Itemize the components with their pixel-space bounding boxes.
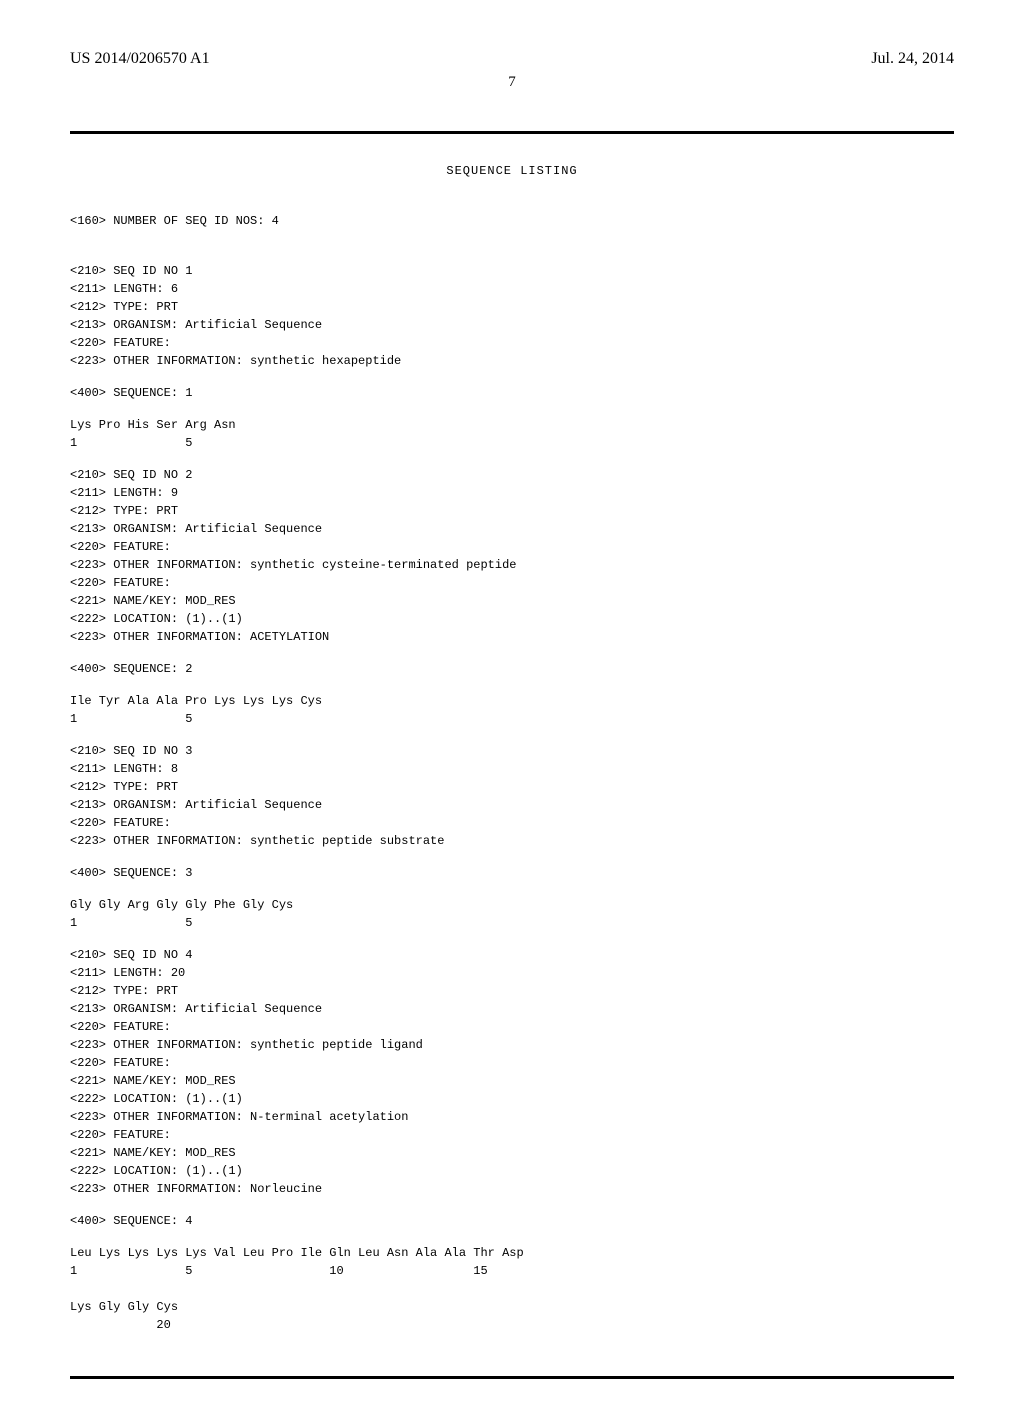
seq-meta-block: <210> SEQ ID NO 1 <211> LENGTH: 6 <212> …: [70, 262, 954, 370]
page-header: US 2014/0206570 A1 Jul. 24, 2014: [70, 50, 954, 68]
seq-label: <400> SEQUENCE: 1: [70, 384, 954, 402]
sequences-container: <210> SEQ ID NO 1 <211> LENGTH: 6 <212> …: [70, 262, 954, 1334]
number-of-seq: <160> NUMBER OF SEQ ID NOS: 4: [70, 212, 954, 230]
seq-residues: Leu Lys Lys Lys Lys Val Leu Pro Ile Gln …: [70, 1244, 954, 1334]
seq-label: <400> SEQUENCE: 2: [70, 660, 954, 678]
seq-label: <400> SEQUENCE: 3: [70, 864, 954, 882]
seq-meta-block: <210> SEQ ID NO 2 <211> LENGTH: 9 <212> …: [70, 466, 954, 646]
seq-label: <400> SEQUENCE: 4: [70, 1212, 954, 1230]
seq-residues: Lys Pro His Ser Arg Asn 1 5: [70, 416, 954, 452]
sequence-listing-box: SEQUENCE LISTING <160> NUMBER OF SEQ ID …: [70, 131, 954, 1379]
publication-number: US 2014/0206570 A1: [70, 50, 210, 68]
seq-meta-block: <210> SEQ ID NO 3 <211> LENGTH: 8 <212> …: [70, 742, 954, 850]
publication-date: Jul. 24, 2014: [871, 50, 954, 68]
seq-meta-block: <210> SEQ ID NO 4 <211> LENGTH: 20 <212>…: [70, 946, 954, 1198]
page-number: 7: [70, 74, 954, 91]
seq-residues: Gly Gly Arg Gly Gly Phe Gly Cys 1 5: [70, 896, 954, 932]
listing-title: SEQUENCE LISTING: [70, 162, 954, 180]
seq-residues: Ile Tyr Ala Ala Pro Lys Lys Lys Cys 1 5: [70, 692, 954, 728]
